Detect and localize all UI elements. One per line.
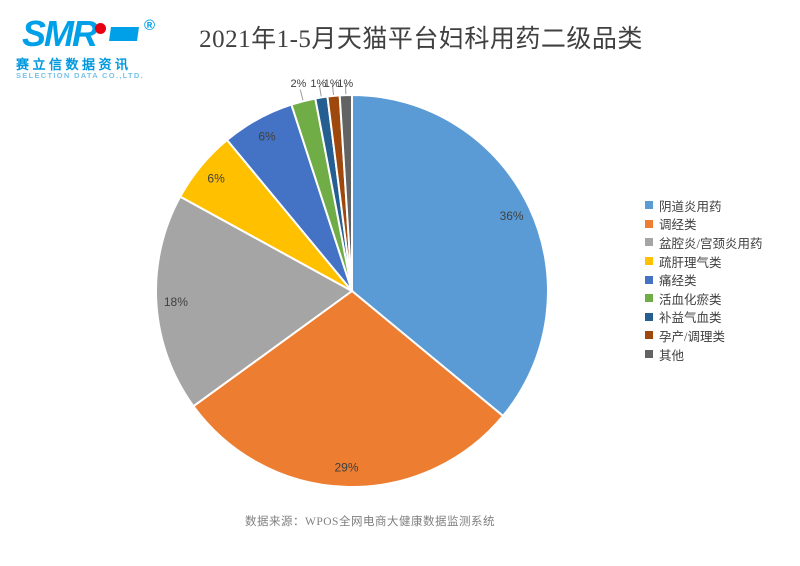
slice-percent-label-7: 1% <box>324 78 340 90</box>
logo-red-dot <box>95 23 106 34</box>
legend-swatch <box>645 294 653 303</box>
pie-slice-2 <box>155 195 354 408</box>
legend-item-0: 阴道炎用药 <box>645 196 762 215</box>
legend-swatch <box>645 275 653 284</box>
legend-swatch <box>645 201 653 210</box>
legend-item-4: 痛经类 <box>645 270 762 289</box>
slice-percent-label-1: 29% <box>334 460 358 474</box>
legend-label: 其他 <box>659 348 685 363</box>
legend-label: 痛经类 <box>659 274 697 289</box>
legend-label: 调经类 <box>659 218 697 233</box>
logo-company-name-en: SELECTION DATA CO.,LTD. <box>16 71 144 80</box>
legend-swatch <box>645 257 653 266</box>
slice-percent-label-3: 6% <box>207 172 225 186</box>
slice-percent-label-5: 2% <box>290 78 306 90</box>
pie-slice-8 <box>338 93 353 292</box>
logo-mark: SMR ® <box>14 14 164 56</box>
legend-swatch <box>645 219 653 228</box>
logo-company-name-cn: 赛立信数据资讯 <box>16 57 132 72</box>
legend-swatch <box>645 312 653 321</box>
legend-swatch <box>645 331 653 340</box>
logo-brand-text: SMR <box>22 13 98 54</box>
leader-line-5 <box>299 89 304 101</box>
legend-item-5: 活血化瘀类 <box>645 289 762 308</box>
chart-legend: 阴道炎用药调经类盆腔炎/宫颈炎用药 疏肝理气类痛经类活血化瘀类补益气血类孕产/调理… <box>645 196 762 363</box>
slice-percent-label-4: 6% <box>258 129 276 143</box>
chart-title: 2021年1-5月天猫平台妇科用药二级品类 <box>199 26 643 53</box>
legend-item-7: 孕产/调理类 <box>645 326 762 345</box>
slice-percent-label-6: 1% <box>310 78 326 90</box>
leader-line-6 <box>319 85 322 97</box>
legend-item-1: 调经类 <box>645 215 762 234</box>
legend-label: 孕产/调理类 <box>659 329 725 344</box>
legend-item-2: 盆腔炎/宫颈炎用药 <box>645 233 762 252</box>
registered-trademark-icon: ® <box>144 17 156 34</box>
slice-percent-label-2: 18% <box>164 295 188 309</box>
legend-label: 活血化瘀类 <box>659 292 722 307</box>
legend-item-6: 补益气血类 <box>645 308 762 327</box>
legend-swatch <box>645 238 653 247</box>
pie-slice-1 <box>192 289 505 489</box>
legend-item-3: 疏肝理气类 <box>645 252 762 271</box>
data-source-note: 数据来源：WPOS全网电商大健康数据监测系统 <box>245 516 495 528</box>
legend-label: 疏肝理气类 <box>659 255 722 270</box>
slice-percent-label-8: 1% <box>337 78 353 90</box>
pie-slice-0 <box>351 93 550 418</box>
legend-item-8: 其他 <box>645 345 762 364</box>
legend-swatch <box>645 350 653 359</box>
leader-line-7 <box>331 84 334 95</box>
legend-label: 补益气血类 <box>659 311 722 326</box>
company-logo: SMR ® 赛立信数据资讯 SELECTION DATA CO.,LTD. <box>14 14 164 84</box>
legend-label: 阴道炎用药 <box>659 199 722 214</box>
slice-percent-label-0: 36% <box>500 209 524 223</box>
legend-label: 盆腔炎/宫颈炎用药 <box>659 236 763 251</box>
